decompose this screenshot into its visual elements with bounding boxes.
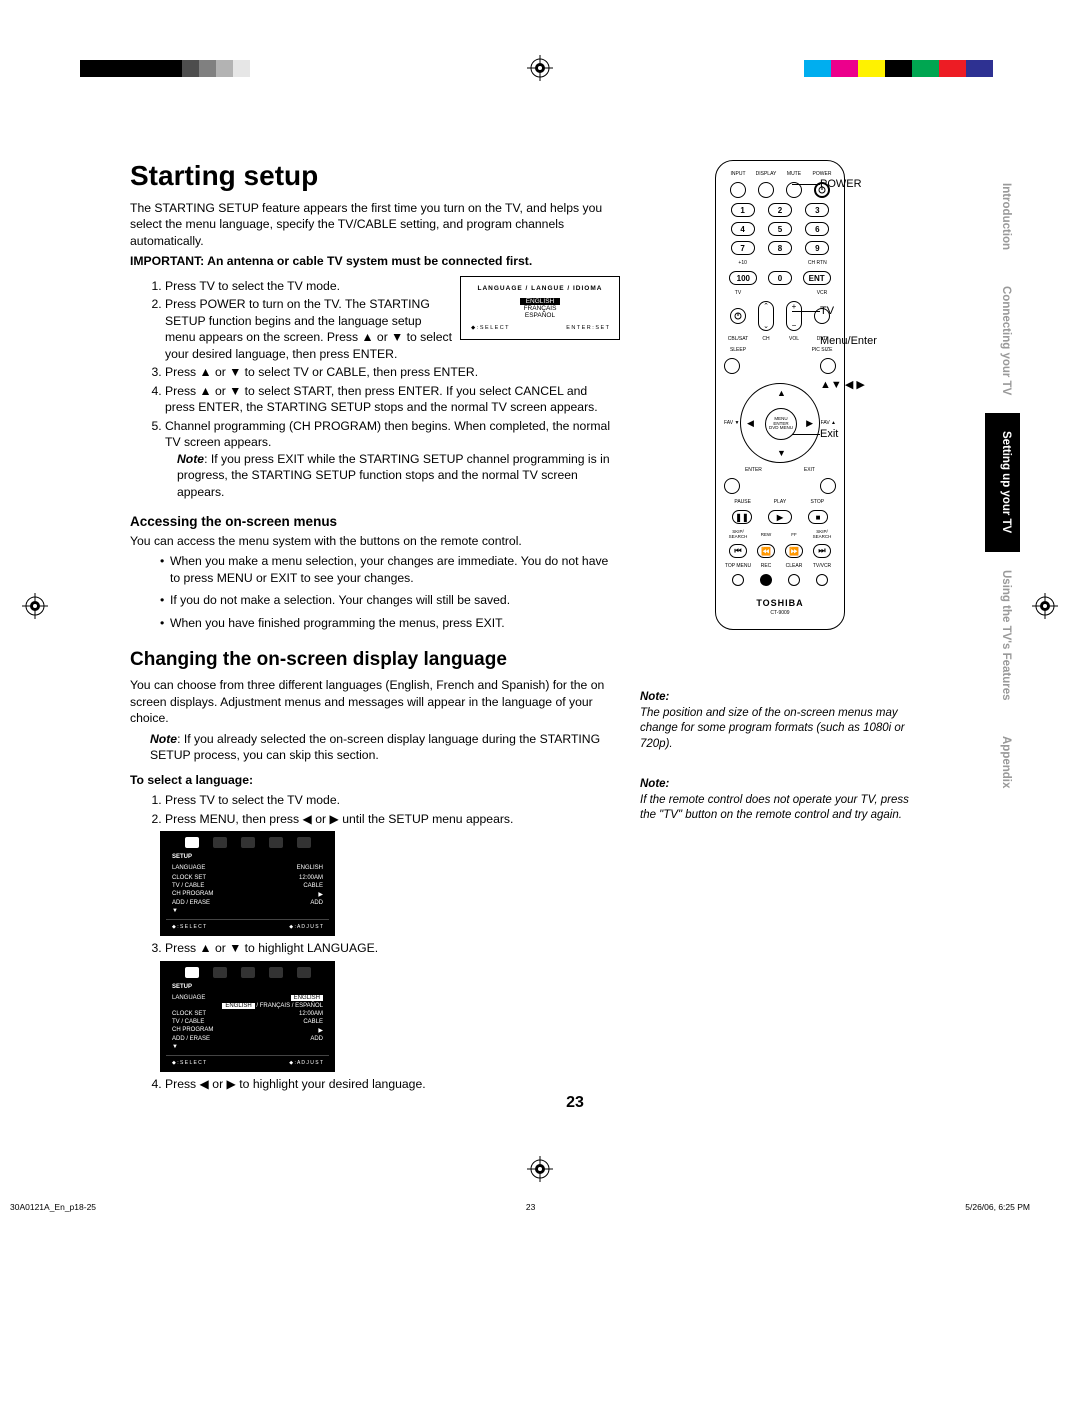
important-text: IMPORTANT: An antenna or cable TV system… (130, 253, 620, 269)
access-intro: You can access the menu system with the … (130, 533, 620, 549)
setup-menu-diagram-1: SETUP LANGUAGEENGLISHCLOCK SET12:00AMTV … (160, 831, 335, 936)
model-label: CT-9009 (724, 610, 836, 616)
note-1: Note: The position and size of the on-sc… (640, 690, 920, 752)
subheading-language: Changing the on-screen display language (130, 649, 620, 671)
callout-menu: Menu/Enter (820, 335, 877, 347)
select-steps-cont2: Press ◀ or ▶ to highlight your desired l… (165, 1076, 620, 1092)
dpad-center: MENUENTERDVD MENU (765, 408, 797, 440)
list-item: When you have finished programming the m… (160, 615, 620, 631)
list-item: Press TV to select the TV mode. (165, 792, 620, 808)
brand-label: TOSHIBA (724, 598, 836, 608)
page-number: 23 (130, 1094, 1020, 1112)
remote-control-diagram: INPUTDISPLAYMUTEPOWER 123456789+10CH RTN… (715, 160, 845, 630)
callout-tv: TV (820, 305, 834, 317)
callout-arrows: ▲▼ ◀ ▶ (820, 378, 865, 391)
lang-note: Note: If you already selected the on-scr… (150, 731, 620, 764)
subheading-access: Accessing the on-screen menus (130, 514, 620, 529)
callout-power: POWER (820, 178, 862, 190)
list-item: If you do not make a selection. Your cha… (160, 592, 620, 608)
list-item: When you make a menu selection, your cha… (160, 553, 620, 586)
access-bullets: When you make a menu selection, your cha… (160, 553, 620, 631)
list-item: Press ▲ or ▼ to select START, then press… (165, 383, 620, 416)
callout-exit: Exit (820, 428, 838, 440)
note-2: Note: If the remote control does not ope… (640, 777, 920, 824)
list-item: Press ◀ or ▶ to highlight your desired l… (165, 1076, 620, 1092)
list-item: Press ▲ or ▼ to select TV or CABLE, then… (165, 364, 620, 380)
select-heading: To select a language: (130, 772, 620, 788)
select-steps-cont: Press ▲ or ▼ to highlight LANGUAGE. (165, 940, 620, 956)
list-item: Channel programming (CH PROGRAM) then be… (165, 418, 620, 500)
setup-menu-diagram-2: SETUP LANGUAGEENGLISHENGLISH / FRANÇAIS … (160, 961, 335, 1072)
page-title: Starting setup (130, 160, 620, 192)
list-item: Press MENU, then press ◀ or ▶ until the … (165, 811, 620, 827)
intro-text: The STARTING SETUP feature appears the f… (130, 200, 620, 249)
list-item: Press ▲ or ▼ to highlight LANGUAGE. (165, 940, 620, 956)
select-steps: Press TV to select the TV mode. Press ME… (165, 792, 620, 827)
lang-intro: You can choose from three different lang… (130, 677, 620, 726)
crosshair-icon (527, 1156, 553, 1182)
language-menu-diagram: LANGUAGE / LANGUE / IDIOMA ENGLISH FRANÇ… (460, 276, 620, 340)
